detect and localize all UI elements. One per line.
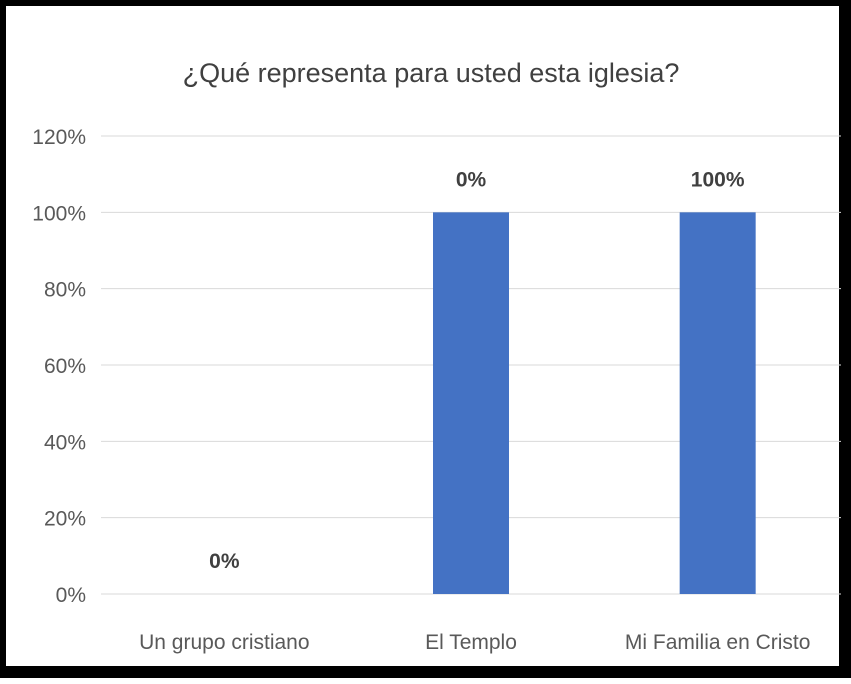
y-tick-label: 60% [44,355,86,378]
y-tick-label: 120% [32,126,86,149]
bar [679,212,756,595]
bar [433,212,509,595]
x-axis-categories: Un grupo cristiano El Templo Mi Familia en… [139,631,810,654]
y-tick-label: 100% [32,202,86,225]
y-tick-label: 80% [44,279,86,302]
bar-chart: ¿Qué representa para usted esta iglesia?… [32,58,841,654]
category-label: El Templo [425,631,517,654]
data-label: 0% [209,550,240,573]
data-label: 100% [691,168,745,191]
data-label: 0% [456,168,487,191]
y-tick-label: 40% [44,431,86,454]
bars [433,212,756,595]
category-label: Un grupo cristiano [139,631,309,654]
data-labels: 0% 0% 100% [209,168,745,573]
category-label: Mi Familia en Cristo [625,631,811,654]
y-tick-label: 20% [44,508,86,531]
y-tick-label: 0% [56,584,86,607]
y-axis-ticks: 0% 20% 40% 60% 80% 100% 120% [32,126,86,607]
chart-title: ¿Qué representa para usted esta iglesia? [183,58,680,88]
